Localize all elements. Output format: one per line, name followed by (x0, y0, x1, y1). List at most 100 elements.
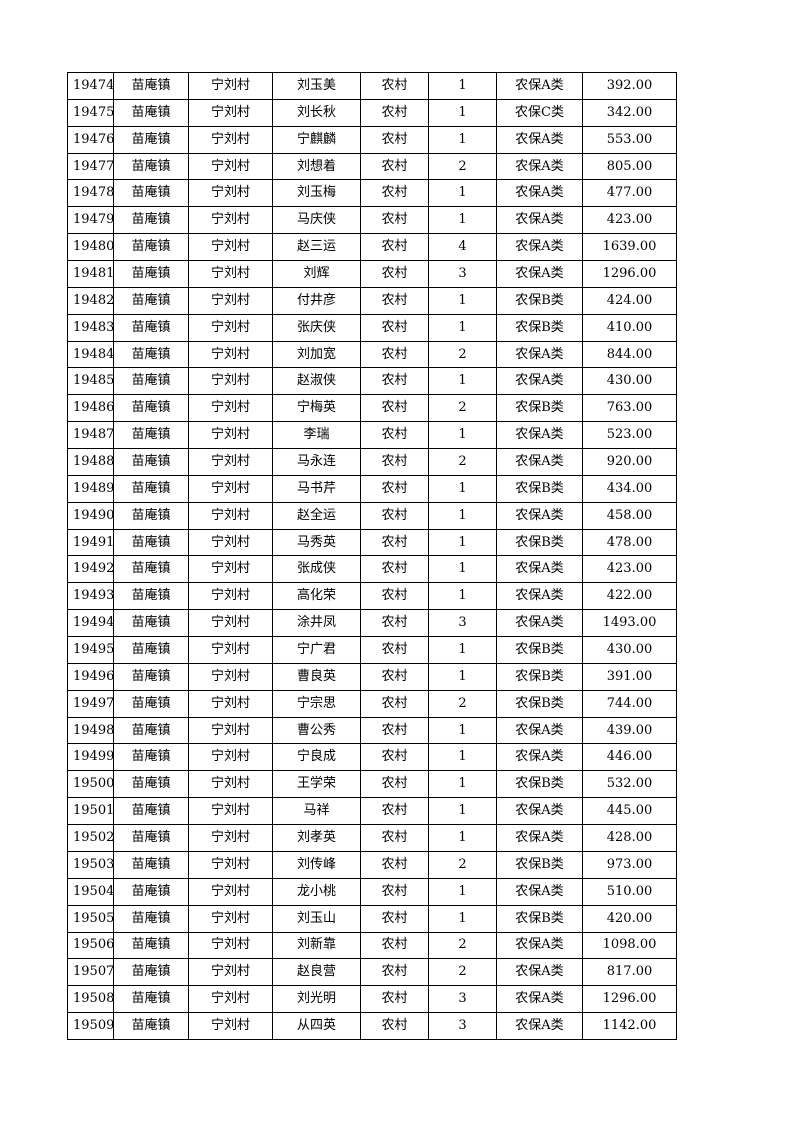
table-row: 19489 苗庵镇 宁刘村 马书芹 农村 1 农保B类 434.00 (67, 474, 677, 503)
insurance-category-cell: 农保A类 (496, 609, 583, 638)
town-cell: 苗庵镇 (113, 555, 189, 584)
person-name-cell: 刘孝英 (272, 824, 361, 852)
insurance-category-cell: 农保A类 (496, 1012, 583, 1040)
village-cell: 宁刘村 (188, 179, 273, 208)
household-type-cell: 农村 (360, 1012, 429, 1040)
village-cell: 宁刘村 (188, 662, 273, 691)
amount-cell: 428.00 (582, 824, 677, 852)
amount-cell: 434.00 (582, 474, 677, 503)
insurance-category-cell: 农保A类 (496, 152, 583, 181)
household-type-cell: 农村 (360, 313, 429, 342)
town-cell: 苗庵镇 (113, 582, 189, 611)
town-cell: 苗庵镇 (113, 716, 189, 745)
amount-cell: 423.00 (582, 206, 677, 235)
row-id-cell: 19502 (67, 824, 114, 852)
person-name-cell: 马秀英 (272, 528, 361, 557)
village-cell: 宁刘村 (188, 958, 273, 987)
member-count-cell: 1 (428, 555, 497, 584)
insurance-category-cell: 农保A类 (496, 421, 583, 450)
household-type-cell: 农村 (360, 286, 429, 315)
row-id-cell: 19496 (67, 662, 114, 691)
row-id-cell: 19483 (67, 313, 114, 342)
member-count-cell: 2 (428, 958, 497, 987)
row-id-cell: 19482 (67, 286, 114, 315)
household-type-cell: 农村 (360, 716, 429, 745)
household-type-cell: 农村 (360, 636, 429, 664)
row-id-cell: 19477 (67, 152, 114, 181)
member-count-cell: 1 (428, 286, 497, 315)
row-id-cell: 19480 (67, 233, 114, 262)
insurance-category-cell: 农保A类 (496, 125, 583, 154)
town-cell: 苗庵镇 (113, 179, 189, 208)
amount-cell: 392.00 (582, 72, 677, 100)
amount-cell: 439.00 (582, 716, 677, 745)
member-count-cell: 1 (428, 367, 497, 396)
insurance-category-cell: 农保B类 (496, 689, 583, 718)
town-cell: 苗庵镇 (113, 394, 189, 423)
village-cell: 宁刘村 (188, 797, 273, 826)
table-row: 19490 苗庵镇 宁刘村 赵全运 农村 1 农保A类 458.00 (67, 501, 677, 530)
amount-cell: 1639.00 (582, 233, 677, 262)
row-id-cell: 19481 (67, 260, 114, 288)
village-cell: 宁刘村 (188, 152, 273, 181)
village-cell: 宁刘村 (188, 716, 273, 745)
town-cell: 苗庵镇 (113, 528, 189, 557)
insurance-category-cell: 农保A类 (496, 72, 583, 100)
town-cell: 苗庵镇 (113, 609, 189, 638)
amount-cell: 1296.00 (582, 260, 677, 288)
member-count-cell: 1 (428, 206, 497, 235)
person-name-cell: 高化荣 (272, 582, 361, 611)
amount-cell: 477.00 (582, 179, 677, 208)
member-count-cell: 1 (428, 743, 497, 772)
person-name-cell: 赵淑侠 (272, 367, 361, 396)
town-cell: 苗庵镇 (113, 770, 189, 799)
amount-cell: 478.00 (582, 528, 677, 557)
household-type-cell: 农村 (360, 152, 429, 181)
insurance-category-cell: 农保A类 (496, 206, 583, 235)
table-row: 19498 苗庵镇 宁刘村 曹公秀 农村 1 农保A类 439.00 (67, 716, 677, 745)
insurance-category-cell: 农保B类 (496, 904, 583, 933)
member-count-cell: 1 (428, 98, 497, 127)
amount-cell: 458.00 (582, 501, 677, 530)
household-type-cell: 农村 (360, 824, 429, 852)
table-row: 19502 苗庵镇 宁刘村 刘孝英 农村 1 农保A类 428.00 (67, 824, 677, 852)
person-name-cell: 龙小桃 (272, 877, 361, 906)
town-cell: 苗庵镇 (113, 877, 189, 906)
town-cell: 苗庵镇 (113, 125, 189, 154)
person-name-cell: 刘加宽 (272, 340, 361, 369)
member-count-cell: 2 (428, 152, 497, 181)
row-id-cell: 19493 (67, 582, 114, 611)
insurance-category-cell: 农保A类 (496, 743, 583, 772)
village-cell: 宁刘村 (188, 904, 273, 933)
amount-cell: 973.00 (582, 850, 677, 879)
row-id-cell: 19479 (67, 206, 114, 235)
village-cell: 宁刘村 (188, 877, 273, 906)
amount-cell: 744.00 (582, 689, 677, 718)
table-row: 19492 苗庵镇 宁刘村 张成侠 农村 1 农保A类 423.00 (67, 555, 677, 584)
amount-cell: 391.00 (582, 662, 677, 691)
person-name-cell: 赵全运 (272, 501, 361, 530)
table-row: 19501 苗庵镇 宁刘村 马祥 农村 1 农保A类 445.00 (67, 797, 677, 826)
household-type-cell: 农村 (360, 904, 429, 933)
town-cell: 苗庵镇 (113, 233, 189, 262)
household-type-cell: 农村 (360, 528, 429, 557)
amount-cell: 410.00 (582, 313, 677, 342)
amount-cell: 1493.00 (582, 609, 677, 638)
town-cell: 苗庵镇 (113, 636, 189, 664)
town-cell: 苗庵镇 (113, 662, 189, 691)
table-row: 19506 苗庵镇 宁刘村 刘新靠 农村 2 农保A类 1098.00 (67, 931, 677, 960)
household-type-cell: 农村 (360, 985, 429, 1014)
person-name-cell: 刘玉梅 (272, 179, 361, 208)
person-name-cell: 刘新靠 (272, 931, 361, 960)
amount-cell: 763.00 (582, 394, 677, 423)
row-id-cell: 19476 (67, 125, 114, 154)
insurance-category-cell: 农保A类 (496, 582, 583, 611)
person-name-cell: 刘辉 (272, 260, 361, 288)
row-id-cell: 19505 (67, 904, 114, 933)
insurance-category-cell: 农保B类 (496, 313, 583, 342)
amount-cell: 920.00 (582, 448, 677, 476)
household-type-cell: 农村 (360, 260, 429, 288)
insurance-category-cell: 农保A类 (496, 797, 583, 826)
town-cell: 苗庵镇 (113, 367, 189, 396)
person-name-cell: 刘长秋 (272, 98, 361, 127)
